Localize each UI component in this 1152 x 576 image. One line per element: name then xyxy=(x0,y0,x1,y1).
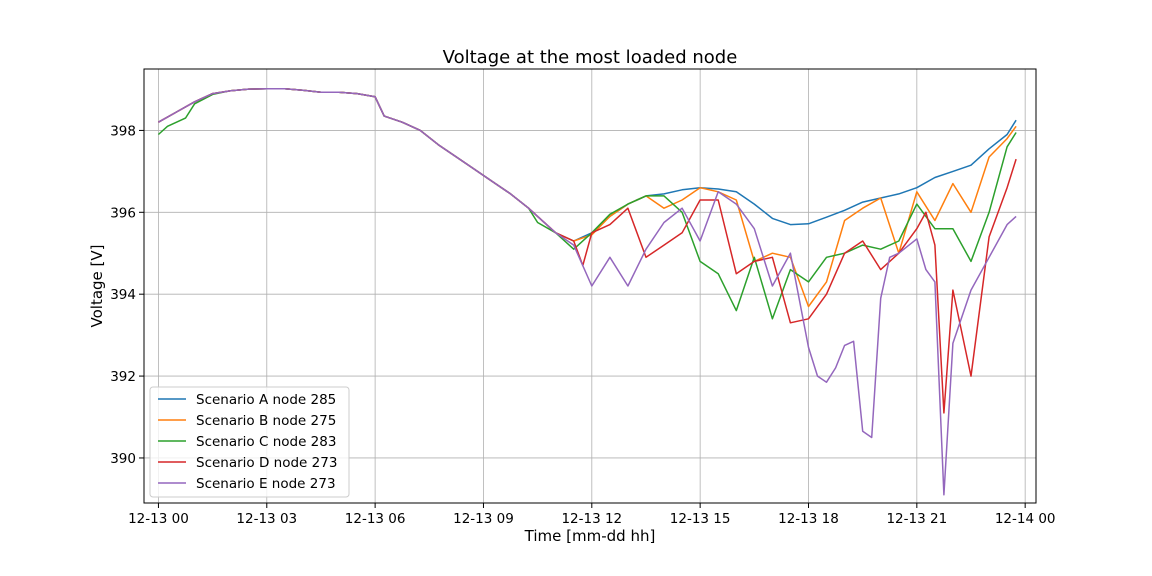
legend-label-1: Scenario A node 285 xyxy=(196,392,336,408)
series-line-5 xyxy=(158,87,1017,496)
x-axis-label: Time [mm-dd hh] xyxy=(524,527,656,545)
axis-ticks: 12-13 00 12-13 03 12-13 06 12-13 09 12-13 12… xyxy=(110,123,1055,527)
series-line-4 xyxy=(158,87,1017,414)
plot-frame xyxy=(143,68,1037,504)
legend: Scenario A node 285 Scenario B node 275 Sc… xyxy=(149,386,350,498)
x-tick-label: 12-13 09 xyxy=(453,511,514,527)
series-lines xyxy=(157,87,1017,496)
x-tick-label: 12-13 03 xyxy=(236,511,297,527)
x-tick-label: 12-13 12 xyxy=(561,511,622,527)
series-line-2 xyxy=(158,87,1017,308)
legend-label-2: Scenario B node 275 xyxy=(196,413,336,429)
grid-lines xyxy=(144,69,1036,503)
y-tick-label: 390 xyxy=(110,451,136,467)
y-axis-label: Voltage [V] xyxy=(88,245,106,328)
series-line-3 xyxy=(157,87,1017,320)
y-tick-label: 396 xyxy=(110,205,136,221)
legend-label-4: Scenario D node 273 xyxy=(196,455,337,471)
x-tick-label: 12-13 21 xyxy=(886,511,947,527)
y-tick-label: 398 xyxy=(110,123,136,139)
x-tick-label: 12-13 00 xyxy=(128,511,189,527)
legend-label-5: Scenario E node 273 xyxy=(196,476,336,492)
x-tick-label: 12-13 06 xyxy=(345,511,406,527)
chart-title: Voltage at the most loaded node xyxy=(443,47,738,68)
x-tick-label: 12-13 18 xyxy=(778,511,839,527)
y-tick-label: 394 xyxy=(110,287,136,303)
legend-label-3: Scenario C node 283 xyxy=(196,434,336,450)
x-tick-label: 12-13 15 xyxy=(670,511,731,527)
y-tick-label: 392 xyxy=(110,369,136,385)
legend-box xyxy=(149,386,350,498)
x-tick-label: 12-14 00 xyxy=(995,511,1056,527)
